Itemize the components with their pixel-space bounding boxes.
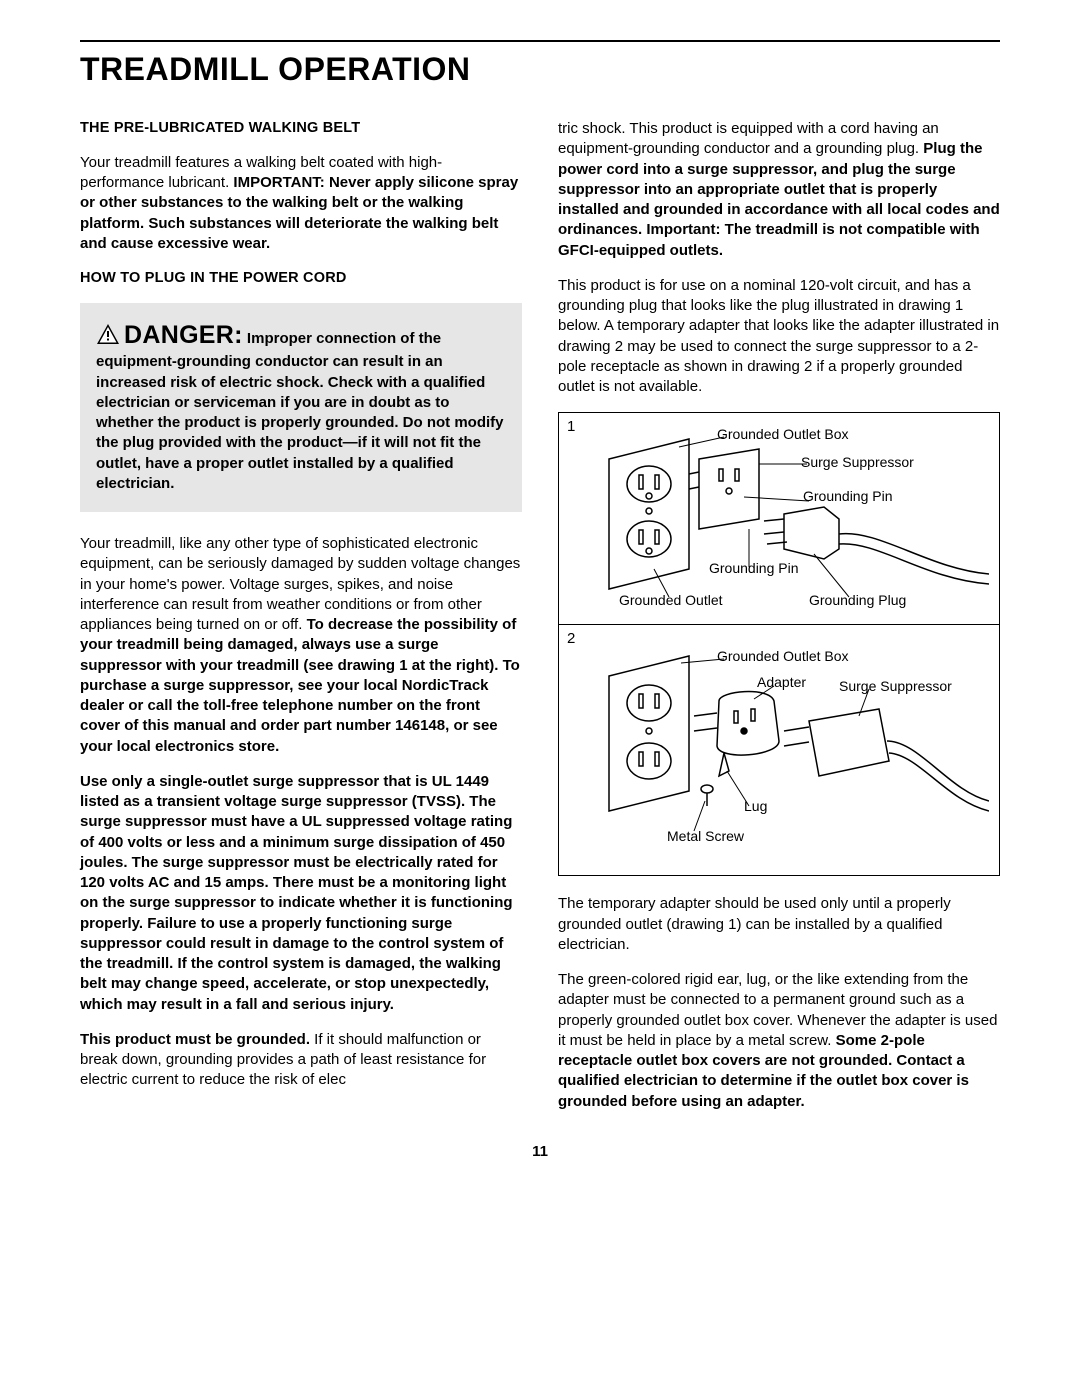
danger-word: DANGER:: [124, 321, 243, 349]
d1-gplug-label: Grounding Plug: [809, 591, 906, 610]
danger-callout: DANGER: Improper connection of the equip…: [80, 303, 522, 513]
right-p2: This product is for use on a nominal 120…: [558, 276, 1000, 398]
d2-screw-label: Metal Screw: [667, 827, 744, 846]
page-title: TREADMILL OPERATION: [80, 48, 1000, 91]
d1-gpin2-label: Grounding Pin: [709, 559, 799, 578]
danger-body: Improper connection of the equipment-gro…: [96, 330, 504, 492]
d2-surge-label: Surge Suppressor: [839, 677, 952, 696]
diagram-frame: 1: [558, 412, 1000, 876]
diagram-2-number: 2: [567, 629, 575, 649]
right-p1-b: Plug the power cord into a surge suppres…: [558, 140, 1000, 258]
right-p4: The green-colored rigid ear, lug, or the…: [558, 970, 1000, 1112]
diagram-1: 1: [559, 413, 999, 625]
right-p3: The temporary adapter should be used onl…: [558, 894, 1000, 955]
page-number: 11: [80, 1142, 1000, 1162]
surge-text-b: To decrease the possibility of your trea…: [80, 616, 520, 755]
top-rule: [80, 40, 1000, 42]
d1-gpin1-label: Grounding Pin: [803, 487, 893, 506]
d1-goutlet-label: Grounded Outlet: [619, 591, 723, 610]
warning-icon: [96, 323, 120, 345]
diagram-2: 2: [559, 625, 999, 875]
diagram-1-svg: [569, 419, 989, 619]
surge-spec-paragraph: Use only a single-outlet surge suppresso…: [80, 772, 522, 1015]
d2-lug-label: Lug: [744, 797, 767, 816]
grounding-lead: This product must be grounded.: [80, 1031, 310, 1048]
d2-outlet-box-label: Grounded Outlet Box: [717, 647, 849, 666]
right-p1: tric shock. This product is equipped wit…: [558, 119, 1000, 261]
section-heading-belt: THE PRE-LUBRICATED WALKING BELT: [80, 119, 522, 139]
d1-surge-label: Surge Suppressor: [801, 453, 914, 472]
right-p1-a: tric shock. This product is equipped wit…: [558, 120, 939, 157]
grounding-paragraph: This product must be grounded. If it sho…: [80, 1030, 522, 1091]
left-column: THE PRE-LUBRICATED WALKING BELT Your tre…: [80, 119, 522, 1112]
diagram-1-number: 1: [567, 417, 575, 437]
right-p4-a: The green-colored rigid ear, lug, or the…: [558, 971, 997, 1049]
two-column-layout: THE PRE-LUBRICATED WALKING BELT Your tre…: [80, 119, 1000, 1112]
belt-paragraph: Your treadmill features a walking belt c…: [80, 153, 522, 254]
d2-adapter-label: Adapter: [757, 673, 806, 692]
d1-outlet-box-label: Grounded Outlet Box: [717, 425, 849, 444]
surge-paragraph: Your treadmill, like any other type of s…: [80, 534, 522, 757]
diagram-2-svg: [569, 631, 989, 869]
right-column: tric shock. This product is equipped wit…: [558, 119, 1000, 1112]
section-heading-power: HOW TO PLUG IN THE POWER CORD: [80, 269, 522, 289]
